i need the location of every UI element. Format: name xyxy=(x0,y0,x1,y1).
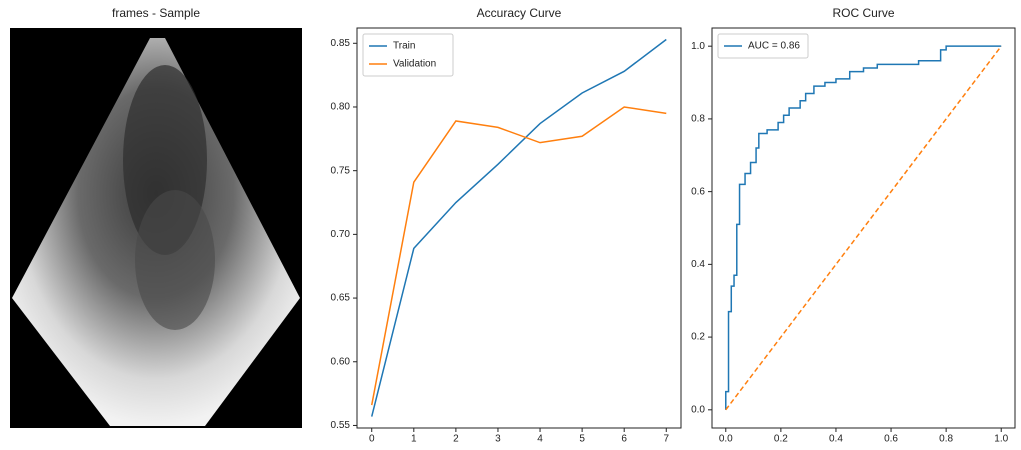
x-tick-label: 5 xyxy=(579,434,585,445)
legend-box xyxy=(717,33,809,59)
x-tick-label: 0.6 xyxy=(884,434,898,445)
y-tick-label: 0.85 xyxy=(331,38,351,49)
y-tick-label: 0.75 xyxy=(331,165,351,176)
image-panel: frames - Sample xyxy=(10,6,302,428)
series-line xyxy=(370,106,667,406)
x-tick-label: 0.2 xyxy=(774,434,788,445)
x-tick-label: 0 xyxy=(369,434,375,445)
chart-title: ROC Curve xyxy=(832,6,894,20)
y-tick-label: 0.70 xyxy=(331,229,351,240)
x-tick-label: 3 xyxy=(495,434,501,445)
x-tick-label: 7 xyxy=(663,434,669,445)
x-tick-label: 6 xyxy=(621,434,627,445)
x-tick-label: 4 xyxy=(537,434,543,445)
series-line xyxy=(725,45,1002,410)
y-tick-label: 0.0 xyxy=(691,404,705,415)
x-tick-label: 0.0 xyxy=(719,434,733,445)
series-line xyxy=(725,45,1002,411)
x-tick-label: 1 xyxy=(411,434,417,445)
legend-box xyxy=(362,33,454,77)
legend-label: Train xyxy=(393,41,415,52)
y-tick-label: 0.60 xyxy=(331,356,351,367)
panel-title: frames - Sample xyxy=(112,6,200,20)
axes-frame xyxy=(711,27,1016,429)
x-tick-label: 2 xyxy=(453,434,459,445)
y-tick-label: 0.55 xyxy=(331,420,351,431)
y-tick-label: 0.2 xyxy=(691,332,705,343)
series-line xyxy=(370,38,667,417)
y-tick-label: 0.6 xyxy=(691,186,705,197)
x-tick-label: 0.4 xyxy=(829,434,843,445)
y-tick-label: 0.65 xyxy=(331,293,351,304)
x-tick-label: 1.0 xyxy=(994,434,1008,445)
legend-label: AUC = 0.86 xyxy=(748,41,800,52)
chart-title: Accuracy Curve xyxy=(477,6,562,20)
y-tick-label: 1.0 xyxy=(691,41,705,52)
axes-frame xyxy=(356,27,682,429)
legend-label: Validation xyxy=(393,59,436,70)
y-tick-label: 0.80 xyxy=(331,102,351,113)
y-tick-label: 0.4 xyxy=(691,259,705,270)
echo-chamber xyxy=(135,190,215,330)
x-tick-label: 0.8 xyxy=(939,434,953,445)
y-tick-label: 0.8 xyxy=(691,114,705,125)
